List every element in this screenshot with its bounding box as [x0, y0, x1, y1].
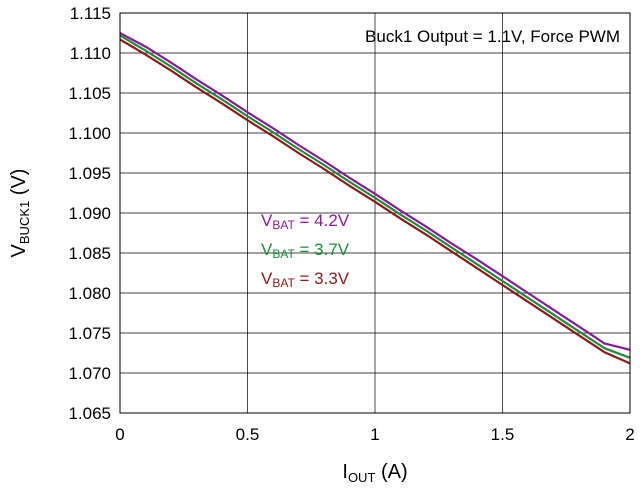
legend-entry-vbat-3-7: VBAT = 3.7V: [261, 240, 350, 261]
y-tick-labels: 1.065 1.070 1.075 1.080 1.085 1.090 1.095 1.100…: [68, 4, 111, 423]
x-tick-labels: 0 0.5 1 1.5 2: [115, 425, 634, 444]
grid: [120, 13, 630, 413]
y-tick-label: 1.105: [68, 84, 111, 103]
legend: VBAT = 4.2V VBAT = 3.7V VBAT = 3.3V: [261, 211, 350, 290]
plot-frame: [119, 12, 631, 414]
legend-entry-vbat-4-2: VBAT = 4.2V: [261, 211, 350, 232]
chart-annotation: Buck1 Output = 1.1V, Force PWM: [365, 27, 620, 46]
x-tick-label: 1.5: [491, 425, 515, 444]
y-tick-label: 1.115: [70, 4, 111, 23]
y-tick-label: 1.095: [68, 164, 111, 183]
x-tick-label: 0: [115, 425, 124, 444]
y-tick-label: 1.100: [68, 124, 111, 143]
y-tick-label: 1.085: [68, 244, 111, 263]
x-tick-label: 1: [370, 425, 379, 444]
series-line-0: [119, 32, 631, 351]
y-tick-label: 1.070: [68, 364, 111, 383]
series-layer: [119, 32, 631, 365]
y-tick-label: 1.110: [70, 44, 111, 63]
series-line-1: [119, 34, 631, 359]
y-tick-label: 1.075: [68, 324, 111, 343]
legend-entry-vbat-3-3: VBAT = 3.3V: [261, 269, 350, 290]
y-tick-label: 1.065: [68, 404, 111, 423]
x-axis-label: IOUT (A): [342, 461, 407, 485]
x-tick-label: 2: [625, 425, 634, 444]
series-line-2: [119, 38, 631, 365]
y-tick-label: 1.080: [68, 284, 111, 303]
y-tick-label: 1.090: [68, 204, 111, 223]
x-tick-label: 0.5: [236, 425, 260, 444]
y-axis-label: VBUCK1 (V): [8, 169, 32, 258]
